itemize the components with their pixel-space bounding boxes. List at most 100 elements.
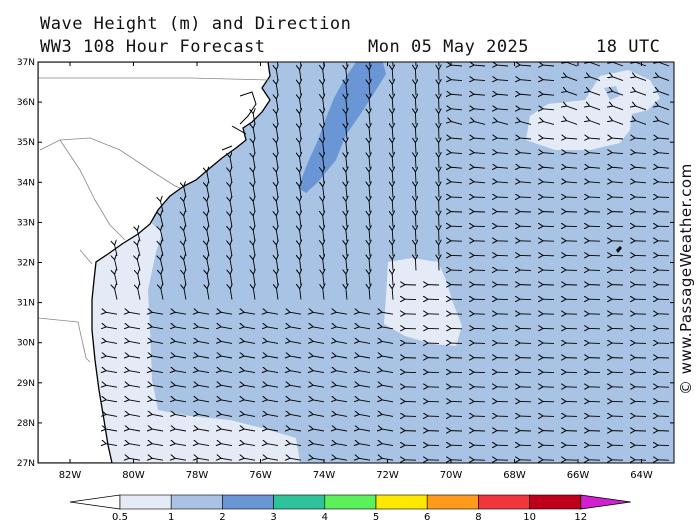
wave-arrow: [152, 341, 164, 343]
wave-arrow: [658, 167, 670, 168]
wave-arrow: [106, 341, 118, 343]
wave-arrow: [415, 157, 416, 169]
sea-2-3m-band: [298, 62, 386, 193]
wave-arrow: [198, 400, 210, 402]
lat-label: 31N: [17, 299, 35, 309]
wave-arrow: [359, 356, 371, 358]
lat-label: 27N: [17, 459, 35, 469]
wave-arrow: [267, 400, 279, 402]
wave-arrow: [392, 84, 393, 96]
wave-arrow: [543, 122, 555, 125]
wave-arrow: [346, 113, 347, 125]
wave-arrow: [346, 143, 347, 154]
colorbar-segment: [119, 494, 172, 510]
wave-arrow: [253, 128, 255, 140]
wave-arrow: [290, 429, 302, 431]
wave-arrow: [129, 444, 141, 446]
wave-arrow: [658, 153, 670, 154]
wave-arrow: [267, 444, 279, 446]
wave-arrow: [313, 341, 325, 343]
wave-arrow: [290, 414, 302, 416]
wave-arrow: [300, 70, 301, 81]
wave-arrow: [300, 259, 301, 271]
wave-arrow: [184, 274, 186, 286]
wave-arrow: [290, 458, 302, 460]
wave-arrow: [207, 216, 210, 227]
wave-arrow: [613, 106, 624, 111]
wave-arrow: [244, 312, 256, 314]
wave-arrow: [359, 327, 371, 329]
colorbar-label: 6: [424, 512, 430, 523]
wave-arrow: [221, 385, 233, 387]
wave-arrow: [267, 341, 279, 343]
wave-arrow: [613, 91, 624, 96]
wave-arrow: [359, 429, 371, 431]
wave-arrow: [520, 109, 532, 110]
wave-arrow: [323, 259, 324, 271]
wave-arrow: [359, 414, 371, 416]
wave-arrow: [392, 289, 393, 300]
wave-arrow: [207, 245, 210, 256]
wave-arrow: [267, 327, 279, 329]
wave-arrow: [520, 167, 532, 168]
wave-arrow: [138, 274, 141, 286]
wave-arrow: [253, 289, 255, 300]
wave-arrow: [115, 274, 118, 286]
wave-arrow: [382, 429, 394, 431]
wave-arrow: [276, 70, 278, 81]
wave-arrow: [175, 356, 187, 358]
wave-arrow: [359, 458, 371, 460]
lat-label: 34N: [17, 178, 35, 188]
wave-arrow: [451, 138, 463, 139]
wave-arrow: [415, 172, 416, 183]
wave-arrow: [137, 260, 141, 271]
wave-arrow: [323, 274, 324, 286]
wave-arrow: [590, 106, 601, 111]
wave-arrow: [300, 62, 302, 67]
wave-arrow: [253, 216, 255, 227]
wave-arrow: [277, 289, 278, 300]
wave-arrow: [382, 414, 394, 416]
wave-arrow: [221, 444, 233, 446]
wave-arrow: [415, 113, 416, 125]
wave-arrow: [152, 414, 164, 416]
wave-arrow: [290, 385, 302, 387]
wave-arrow: [323, 70, 324, 81]
wave-arrow: [392, 143, 393, 154]
wave-arrow: [336, 429, 348, 431]
lat-label: 32N: [17, 259, 35, 269]
pamlico-sound: [221, 91, 257, 151]
wave-arrow: [369, 245, 370, 256]
wave-arrow: [221, 371, 233, 373]
wave-arrow: [207, 187, 210, 198]
wave-arrow: [276, 201, 278, 213]
wave-arrow: [636, 62, 647, 67]
wave-arrow: [253, 230, 255, 242]
wave-arrow: [276, 172, 278, 183]
wave-arrow: [184, 201, 187, 213]
wave-arrow: [323, 143, 324, 154]
colorbar-segment: [478, 494, 530, 510]
wave-arrow: [415, 245, 416, 256]
wave-arrow: [382, 327, 394, 329]
wave-arrow: [369, 289, 370, 300]
wave-arrow: [382, 385, 394, 387]
wave-arrow: [129, 371, 141, 373]
wave-arrow: [106, 444, 118, 446]
wave-arrow: [267, 312, 279, 314]
wave-arrow: [543, 80, 555, 81]
colorbar-segment: [170, 494, 223, 510]
wave-arrow: [207, 230, 210, 242]
wave-arrow: [497, 153, 509, 154]
wave-arrow: [152, 400, 164, 402]
wave-arrow: [590, 62, 601, 67]
wave-arrow: [590, 91, 601, 96]
wave-arrow: [184, 216, 187, 227]
wave-arrow: [382, 400, 394, 402]
wave-arrow: [290, 341, 302, 343]
wave-arrow: [253, 201, 255, 213]
wave-arrow: [129, 400, 141, 402]
wave-arrow: [392, 113, 393, 125]
colorbar-label: 3: [270, 512, 276, 523]
wave-arrow: [138, 289, 141, 300]
